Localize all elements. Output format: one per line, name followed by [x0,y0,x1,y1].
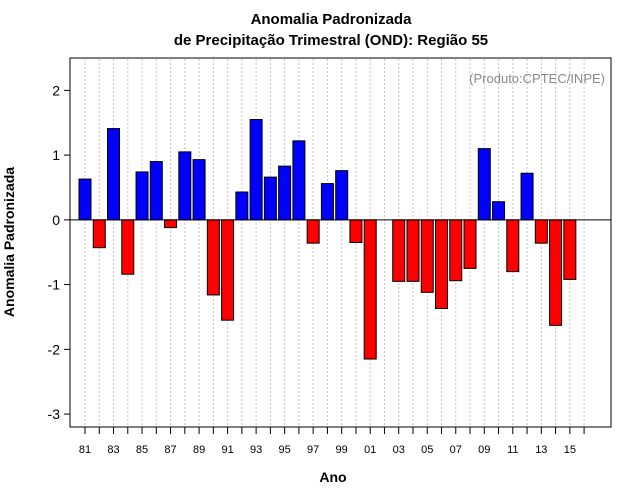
y-tick-label: -1 [48,277,61,293]
bar-08 [463,219,477,269]
bar-01 [363,219,377,360]
bar-07 [449,219,463,282]
y-tick-label: 2 [52,82,60,98]
bars [78,119,577,360]
y-axis: -3 -2 -1 0 1 2 [48,82,70,422]
x-tick-label: 97 [307,444,319,456]
x-tick-label: 93 [250,444,262,456]
y-tick-label: 1 [52,147,60,163]
bar-90 [206,219,220,296]
bar-15 [563,219,577,280]
bar-06 [435,219,448,310]
bar-04 [406,219,420,282]
bar-13 [534,219,548,244]
y-tick-label: -2 [48,341,61,357]
x-tick-label: 15 [564,444,576,456]
x-tick-label: 05 [421,444,433,456]
x-tick-label: 09 [478,444,490,456]
x-tick-label: 85 [136,444,148,456]
bar-93 [249,119,263,221]
bar-88 [178,151,192,221]
gridlines [84,59,585,426]
x-tick-label: 91 [221,444,233,456]
bar-91 [221,219,235,321]
y-tick-label: 0 [52,212,60,228]
y-tick-label: -3 [48,406,61,422]
bar-09 [477,148,491,221]
bar-00 [349,219,363,243]
bar-12 [520,172,534,221]
bar-95 [278,165,292,221]
bar-94 [263,176,277,221]
bar-83 [107,128,121,221]
bar-14 [549,219,563,326]
x-tick-label: 01 [364,444,376,456]
x-tick-label: 83 [107,444,119,456]
x-tick-label: 87 [164,444,176,456]
x-axis-label: Ano [319,469,346,485]
bar-96 [292,140,306,221]
bar-10 [492,201,506,221]
y-axis-label: Anomalia Padronizada [1,167,17,317]
x-tick-label: 89 [193,444,205,456]
credit-label: (Produto:CPTEC/INPE) [469,71,605,86]
bar-84 [121,219,135,275]
bar-85 [135,171,149,221]
x-tick-label: 81 [79,444,91,456]
bar-97 [306,219,320,244]
bar-86 [149,161,163,221]
bar-99 [335,170,349,221]
bar-05 [420,219,434,293]
chart-subtitle: de Precipitação Trimestral (OND): Região… [174,32,488,49]
bar-89 [192,159,206,221]
bar-92 [235,191,249,221]
x-tick-label: 95 [279,444,291,456]
plot-frame [69,57,612,428]
chart-title: Anomalia Padronizada [251,11,413,28]
x-axis: 81 83 85 87 89 91 93 95 97 99 01 03 05 07 09 11 13 15 [79,427,585,456]
bar-82 [92,219,106,249]
x-tick-label: 13 [535,444,547,456]
x-tick-label: 03 [393,444,405,456]
bar-03 [392,219,406,282]
bar-98 [320,183,334,221]
bar-87 [164,219,178,229]
bar-11 [506,219,520,273]
x-tick-label: 99 [336,444,348,456]
x-tick-label: 11 [507,444,518,456]
bar-81 [78,178,92,221]
x-tick-label: 07 [450,444,462,456]
